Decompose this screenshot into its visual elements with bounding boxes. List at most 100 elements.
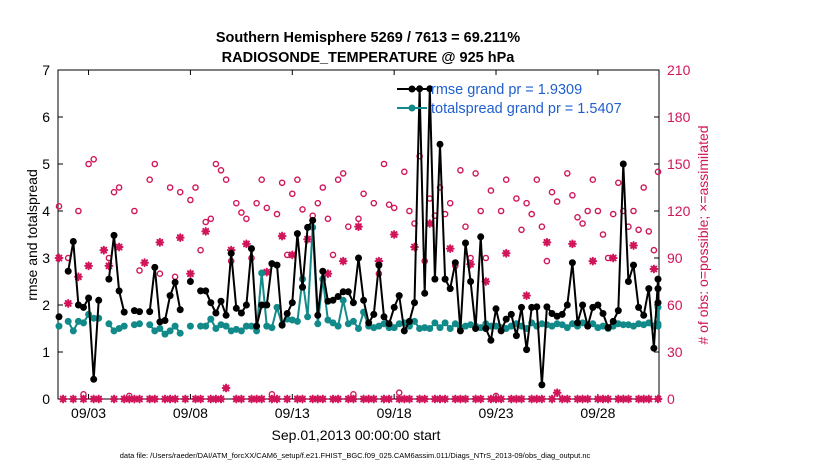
y-left-tick-label: 1: [42, 344, 50, 360]
possible-obs-marker: [202, 218, 209, 226]
totalspread-point: [324, 316, 332, 324]
assimilated-obs-marker: [277, 231, 287, 241]
possible-obs-marker: [110, 188, 118, 196]
rmse-point: [365, 319, 373, 327]
totalspread-point: [146, 321, 154, 329]
assimilated-obs-marker: [216, 394, 226, 404]
rmse-point: [293, 230, 301, 238]
possible-obs-marker: [294, 176, 301, 183]
possible-obs-marker: [553, 198, 561, 205]
rmse-point: [258, 301, 266, 309]
assimilated-obs-marker: [109, 394, 119, 404]
rmse-point: [299, 283, 306, 291]
assimilated-obs-marker: [405, 394, 414, 404]
possible-obs-marker: [579, 220, 586, 227]
possible-obs-marker: [548, 188, 556, 196]
assimilated-obs-marker: [629, 241, 638, 250]
assimilated-obs-marker: [124, 394, 134, 404]
rmse-point: [309, 216, 317, 224]
possible-obs-marker: [630, 207, 637, 215]
assimilated-obs-marker: [252, 394, 262, 404]
rmse-point: [426, 85, 434, 93]
assimilated-obs-marker: [333, 394, 343, 404]
possible-obs-marker: [538, 223, 546, 230]
rmse-point: [568, 259, 576, 267]
rmse-series: [55, 85, 662, 389]
rmse-point: [85, 294, 93, 302]
assimilated-obs-marker: [415, 394, 425, 404]
rmse-point: [431, 275, 439, 283]
rmse-point: [487, 336, 495, 344]
assimilated-obs-marker: [389, 230, 399, 239]
totalspread-point: [237, 327, 245, 335]
possible-obs-marker: [390, 204, 398, 212]
rmse-point: [619, 160, 627, 168]
data-file-footer: data file: /Users/raeder/DAI/ATM_forcXX/…: [120, 451, 591, 460]
assimilated-obs-marker: [445, 244, 455, 253]
rmse-point: [477, 233, 485, 241]
rmse-point: [523, 346, 531, 354]
rmse-point: [538, 381, 546, 389]
y-left-tick-label: 5: [42, 156, 50, 172]
assimilated-obs-marker: [298, 394, 307, 404]
y-left-tick-label: 6: [42, 109, 50, 125]
possible-obs-marker: [131, 207, 138, 215]
rmse-point: [492, 305, 500, 313]
assimilated-obs-marker: [272, 394, 282, 404]
rmse-point: [395, 292, 403, 300]
totalspread-point: [69, 327, 77, 335]
totalspread-point: [120, 322, 128, 330]
assimilated-obs-marker: [63, 299, 73, 308]
assimilated-obs-marker: [511, 394, 521, 404]
rmse-point: [334, 293, 342, 300]
rmse-point: [171, 278, 179, 286]
possible-obs-marker: [232, 199, 240, 207]
rmse-point: [253, 322, 261, 330]
rmse-point: [186, 278, 194, 285]
possible-obs-marker: [146, 176, 153, 183]
x-tick-label: 09/28: [580, 405, 615, 421]
y-right-tick-label: 90: [667, 250, 683, 266]
possible-obs-marker: [136, 267, 143, 274]
possible-obs-marker: [472, 170, 479, 177]
assimilated-obs-marker: [537, 394, 547, 404]
rmse-point: [344, 288, 352, 296]
y-right-tick-label: 30: [667, 344, 683, 360]
rmse-point: [349, 299, 357, 307]
rmse-point: [654, 299, 662, 307]
y-right-tick-label: 60: [667, 297, 683, 313]
assimilated-obs-marker: [374, 256, 384, 266]
legend-spread-marker: [408, 104, 416, 112]
rmse-point: [594, 301, 602, 309]
possible-obs-marker: [543, 257, 551, 265]
rmse-point: [472, 325, 480, 332]
possible-obs-marker: [477, 207, 485, 215]
assimilated-obs-marker: [155, 237, 165, 247]
possible-obs-marker: [334, 176, 342, 183]
rmse-point: [654, 275, 662, 283]
possible-obs-marker: [253, 199, 260, 207]
assimilated-obs-marker: [542, 237, 552, 247]
assimilated-obs-marker: [145, 394, 155, 404]
possible-obs-marker: [385, 201, 393, 208]
y-right-tick-label: 150: [667, 156, 691, 172]
assimilated-obs-marker: [236, 394, 246, 404]
assimilated-obs-marker: [201, 226, 211, 236]
assimilated-obs-marker: [562, 394, 572, 404]
possible-obs-marker: [400, 168, 408, 176]
rmse-point: [120, 308, 128, 316]
rmse-point: [339, 288, 347, 296]
possible-obs-marker: [654, 168, 662, 176]
x-tick-label: 09/08: [173, 405, 208, 421]
rmse-point: [227, 249, 235, 257]
rmse-point: [248, 245, 255, 253]
possible-obs-marker: [599, 231, 607, 238]
totalspread-point: [293, 317, 301, 325]
rmse-point: [110, 231, 118, 239]
rmse-point: [654, 285, 662, 293]
y-left-tick-label: 7: [42, 62, 50, 78]
assimilated-obs-marker: [384, 394, 394, 404]
assimilated-obs-marker: [455, 394, 465, 404]
rmse-point: [90, 375, 98, 383]
assimilated-obs-marker: [221, 383, 231, 393]
